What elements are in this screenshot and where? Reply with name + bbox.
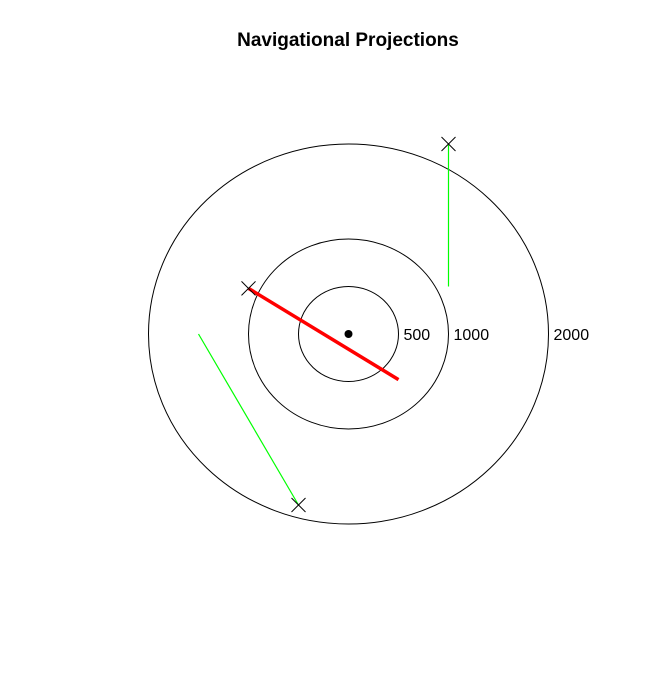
ring-label-500: 500 xyxy=(404,327,431,344)
ring-label-1000: 1000 xyxy=(454,327,490,344)
range-ring-1000 xyxy=(248,238,449,430)
projection-tracks xyxy=(197,144,450,506)
marker-stroke xyxy=(291,497,306,513)
vessel-markers xyxy=(241,136,456,513)
vessel-marker-1 xyxy=(241,281,256,296)
marker-stroke xyxy=(241,281,256,296)
ring-labels: 500 1000 2000 xyxy=(404,327,590,344)
vessel-marker-3 xyxy=(291,497,306,513)
range-ring-500 xyxy=(298,286,399,382)
origin-point xyxy=(344,330,353,338)
projection-line-3 xyxy=(197,333,300,506)
ring-label-2000: 2000 xyxy=(554,327,590,344)
chart-title: Navigational Projections xyxy=(237,30,459,51)
vessel-marker-2 xyxy=(441,136,456,152)
marker-stroke xyxy=(441,136,456,152)
range-ring-2000 xyxy=(148,143,549,525)
range-rings xyxy=(148,143,549,525)
projection-line-1 xyxy=(247,286,400,382)
